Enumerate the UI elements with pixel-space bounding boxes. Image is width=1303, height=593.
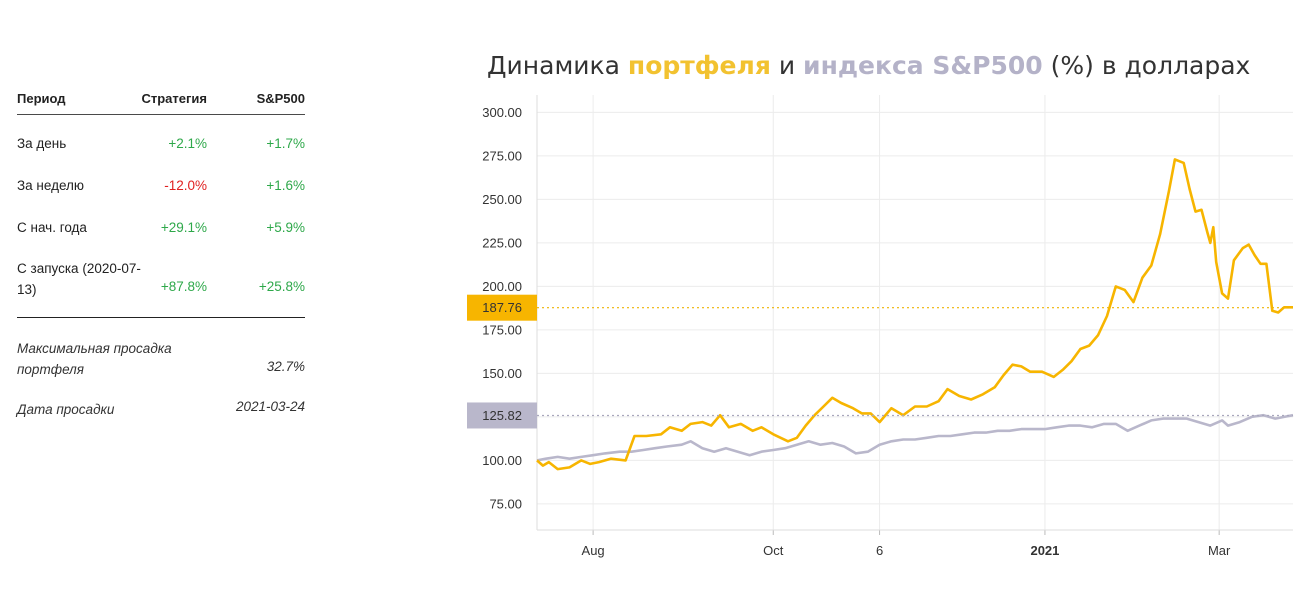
row-strategy-value: -12.0% [164, 178, 207, 193]
row-sp500-value: +5.9% [266, 220, 305, 235]
x-tick-label: Mar [1208, 543, 1231, 558]
chart-title-index: индекса S&P500 [803, 51, 1043, 80]
chart-title-portfolio: портфеля [627, 51, 771, 80]
row-label: С нач. года [17, 220, 87, 235]
y-tick-label: 275.00 [482, 148, 522, 163]
row-strategy-value: +29.1% [160, 220, 207, 235]
max-drawdown: Максимальная просадка портфеля 32.7% [17, 338, 305, 380]
portfolio-last-value-label: 187.76 [482, 300, 522, 315]
stats-row-ytd: С нач. года +29.1% +5.9% [17, 199, 305, 241]
index-series-line [536, 413, 1294, 462]
y-tick-label: 300.00 [482, 105, 522, 120]
x-tick-label: 2021 [1030, 543, 1059, 558]
stats-row-week: За неделю -12.0% +1.6% [17, 157, 305, 199]
y-tick-label: 100.00 [482, 453, 522, 468]
header-strategy: Стратегия [141, 91, 207, 106]
chart-title-part1: Динамика [487, 51, 628, 80]
portfolio-last-value-badge [467, 294, 537, 321]
stats-row-day: За день +2.1% +1.7% [17, 115, 305, 157]
chart-grid [537, 95, 1293, 530]
row-label: За неделю [17, 178, 85, 193]
stats-table: Период Стратегия S&P500 За день +2.1% +1… [17, 80, 305, 420]
portfolio-series-line [536, 158, 1293, 471]
y-tick-label: 150.00 [482, 366, 522, 381]
row-sp500-value: +1.7% [266, 136, 305, 151]
x-tick-label: Aug [582, 543, 605, 558]
drawdown-date: Дата просадки 2021-03-24 [17, 399, 305, 420]
stats-row-since-launch: С запуска (2020-07-13) +87.8% +25.8% [17, 241, 305, 303]
chart-title-part2: и [770, 51, 804, 80]
chart-last-value-markers: 187.76 125.82 [467, 294, 1293, 429]
max-drawdown-label: Максимальная просадка портфеля [17, 341, 172, 377]
chart-title: Динамика портфеля и индекса S&P500 (%) в… [487, 51, 1250, 80]
y-tick-label: 225.00 [482, 235, 522, 250]
header-sp500: S&P500 [256, 91, 305, 106]
index-last-value-label: 125.82 [482, 408, 522, 423]
row-label: С запуска (2020-07-13) [17, 261, 141, 297]
y-tick-label: 250.00 [482, 192, 522, 207]
row-label: За день [17, 136, 67, 151]
chart-series [536, 158, 1294, 471]
y-tick-label: 200.00 [482, 279, 522, 294]
drawdown-date-value: 2021-03-24 [235, 399, 305, 414]
max-drawdown-value: 32.7% [266, 359, 305, 374]
chart-axes: 75.00100.00125.00150.00175.00200.00225.0… [482, 95, 1293, 558]
y-tick-label: 175.00 [482, 322, 522, 337]
drawdown-date-label: Дата просадки [17, 402, 115, 417]
row-sp500-value: +25.8% [258, 279, 305, 294]
row-strategy-value: +2.1% [168, 136, 207, 151]
stats-header-row: Период Стратегия S&P500 [17, 80, 305, 115]
x-tick-label: 6 [876, 543, 883, 558]
index-last-value-badge [467, 402, 537, 429]
row-sp500-value: +1.6% [266, 178, 305, 193]
y-tick-label: 75.00 [489, 496, 522, 511]
chart-title-part3: (%) в долларах [1042, 51, 1251, 80]
stats-divider [17, 317, 305, 318]
x-tick-label: Oct [763, 543, 784, 558]
header-period: Период [17, 91, 66, 106]
row-strategy-value: +87.8% [160, 279, 207, 294]
